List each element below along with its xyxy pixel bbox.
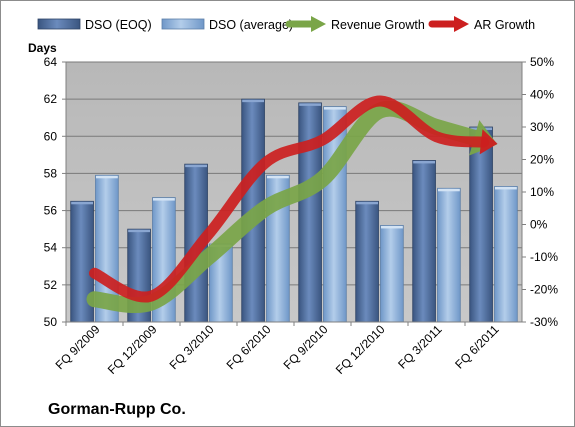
bar-dso-eoq — [298, 102, 322, 323]
legend-item-ar-growth: AR Growth — [428, 16, 535, 32]
bar-dso-average-top — [267, 175, 289, 179]
bar-dso-average-top — [495, 186, 517, 190]
right-tick-label: -30% — [530, 315, 558, 329]
left-axis-title: Days — [28, 41, 57, 55]
right-tick-label: -20% — [530, 283, 558, 297]
left-tick-label: 56 — [44, 204, 58, 218]
left-tick-label: 60 — [44, 129, 58, 143]
legend-item-revenue-growth: Revenue Growth — [285, 16, 425, 32]
legend-item-dso-average: DSO (average) — [161, 18, 293, 32]
bar-dso-eoq-top — [185, 164, 207, 168]
left-tick-label: 52 — [44, 278, 58, 292]
bar-dso-average — [494, 186, 518, 323]
bar-dso-average-top — [153, 198, 175, 201]
revenue-growth-line — [86, 100, 488, 314]
bar-dso-eoq-top — [242, 99, 264, 103]
bar-dso-average-top — [324, 107, 346, 110]
ar-growth-line — [89, 95, 490, 303]
right-tick-label: 30% — [530, 120, 554, 134]
legend-label-dso-eoq: DSO (EOQ) — [85, 18, 152, 32]
company-name: Gorman-Rupp Co. — [48, 401, 186, 418]
legend-arrowhead-revenue-growth — [311, 16, 326, 32]
bar-dso-average-top — [381, 225, 403, 229]
growth-lines — [86, 95, 498, 314]
left-tick-label: 50 — [44, 315, 58, 329]
legend-label-dso-average: DSO (average) — [209, 18, 293, 32]
bar-dso-eoq-top — [299, 103, 321, 106]
legend-item-dso-eoq: DSO (EOQ) — [37, 18, 152, 32]
bar-dso-eoq — [469, 126, 493, 323]
left-tick-label: 64 — [44, 55, 58, 69]
axes: 50 52 54 56 58 60 62 64 -30% -20% -10% 0% 10% 20% 30% 4… — [44, 55, 559, 329]
legend: DSO (EOQ) DSO (average) Revenue Growth A… — [37, 16, 535, 32]
bar-dso-average-top — [96, 175, 118, 179]
right-tick-label: 10% — [530, 185, 554, 199]
bar-dso-eoq-top — [128, 229, 150, 233]
bar-dso-average — [380, 225, 404, 323]
legend-swatch-dso-average — [161, 18, 205, 30]
bar-dso-average — [437, 187, 461, 323]
left-tick-label: 58 — [44, 166, 58, 180]
bar-dso-eoq-top — [413, 160, 435, 164]
bar-dso-eoq-top — [71, 201, 93, 205]
bar-dso-eoq-top — [356, 201, 378, 205]
legend-arrowhead-ar-growth — [454, 16, 469, 32]
right-tick-label: 0% — [530, 218, 548, 232]
right-tick-label: 50% — [530, 55, 554, 69]
legend-label-ar-growth: AR Growth — [474, 18, 535, 32]
bar-dso-average-top — [438, 188, 460, 192]
bar-dso-eoq — [355, 200, 379, 323]
right-tick-label: -10% — [530, 250, 558, 264]
bar-dso-eoq — [412, 160, 436, 323]
legend-label-revenue-growth: Revenue Growth — [331, 18, 425, 32]
legend-swatch-dso-eoq — [37, 18, 81, 30]
left-tick-label: 54 — [44, 241, 58, 255]
left-tick-label: 62 — [44, 92, 58, 106]
ar-growth-line-head — [479, 129, 498, 155]
right-tick-label: 20% — [530, 153, 554, 167]
right-tick-label: 40% — [530, 88, 554, 102]
